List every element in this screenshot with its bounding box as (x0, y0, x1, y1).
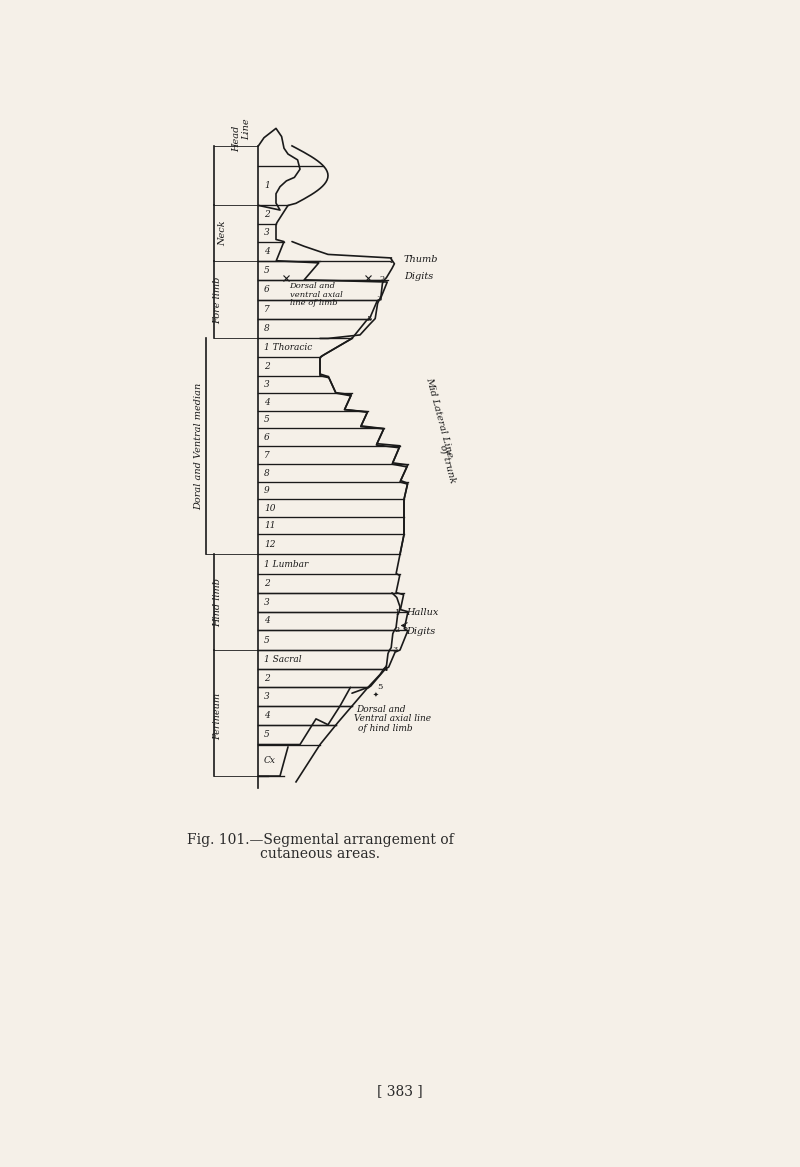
Text: 4: 4 (382, 665, 388, 672)
Text: line of limb: line of limb (290, 299, 338, 307)
Text: of trunk: of trunk (438, 443, 458, 484)
Text: 12: 12 (264, 540, 275, 548)
Text: Perineum: Perineum (213, 692, 222, 740)
Text: 5: 5 (264, 266, 270, 275)
Text: Dorsal and: Dorsal and (356, 705, 406, 714)
Text: 2: 2 (394, 627, 400, 634)
Text: [ 383 ]: [ 383 ] (377, 1084, 423, 1098)
Text: 4: 4 (264, 711, 270, 720)
Text: 3: 3 (264, 692, 270, 701)
Text: 1 Lumbar: 1 Lumbar (264, 560, 308, 568)
Text: Cx: Cx (264, 756, 276, 764)
Text: 5: 5 (264, 636, 270, 644)
Text: Dorsal and: Dorsal and (290, 282, 336, 291)
Text: 4: 4 (264, 616, 270, 626)
Text: 9: 9 (264, 487, 270, 495)
Text: Thumb: Thumb (404, 254, 438, 264)
Text: Fig. 101.—Segmental arrangement of: Fig. 101.—Segmental arrangement of (186, 833, 454, 847)
Text: 5: 5 (377, 684, 382, 691)
Text: Doral and Ventral median: Doral and Ventral median (194, 383, 203, 510)
Text: Neck: Neck (218, 221, 227, 246)
Text: cutaneous areas.: cutaneous areas. (260, 847, 380, 861)
Text: 1: 1 (395, 609, 401, 616)
Text: 7: 7 (264, 450, 270, 460)
Text: ventral axial: ventral axial (290, 291, 342, 299)
Text: 4: 4 (264, 247, 270, 256)
Text: 2: 2 (264, 210, 270, 219)
Text: 10: 10 (264, 504, 275, 512)
Text: Digits: Digits (404, 272, 434, 281)
Text: 5: 5 (264, 731, 270, 739)
Text: Fore limb: Fore limb (213, 277, 222, 323)
Text: 2: 2 (264, 579, 270, 588)
Text: Hallux: Hallux (406, 608, 438, 617)
Text: Mid Lateral Line: Mid Lateral Line (424, 376, 454, 459)
Text: 3: 3 (376, 295, 382, 302)
Text: 2: 2 (379, 275, 385, 282)
Text: 3: 3 (392, 647, 398, 654)
Text: 2: 2 (264, 673, 270, 683)
Text: ✦: ✦ (373, 691, 379, 698)
Text: 6: 6 (264, 286, 270, 294)
Text: 1 Thoracic: 1 Thoracic (264, 343, 312, 352)
Text: 5: 5 (366, 315, 372, 322)
Text: 8: 8 (264, 469, 270, 477)
Text: 11: 11 (264, 522, 275, 530)
Text: 1: 1 (389, 258, 394, 265)
Text: 3: 3 (264, 229, 270, 237)
Text: 6: 6 (264, 433, 270, 441)
Text: 1: 1 (264, 181, 270, 190)
Text: Ventral axial line: Ventral axial line (354, 714, 431, 724)
Text: 3: 3 (264, 380, 270, 389)
Text: of hind limb: of hind limb (358, 724, 412, 733)
Text: 1 Sacral: 1 Sacral (264, 655, 302, 664)
Text: 4: 4 (264, 398, 270, 406)
Text: 3: 3 (264, 598, 270, 607)
Text: 5: 5 (264, 415, 270, 424)
Text: Head: Head (232, 125, 242, 152)
Text: Hind limb: Hind limb (213, 578, 222, 627)
Text: Digits: Digits (406, 627, 436, 636)
Text: Line: Line (242, 118, 251, 140)
Text: 8: 8 (264, 324, 270, 333)
Text: 7: 7 (264, 305, 270, 314)
Text: 2: 2 (264, 362, 270, 371)
